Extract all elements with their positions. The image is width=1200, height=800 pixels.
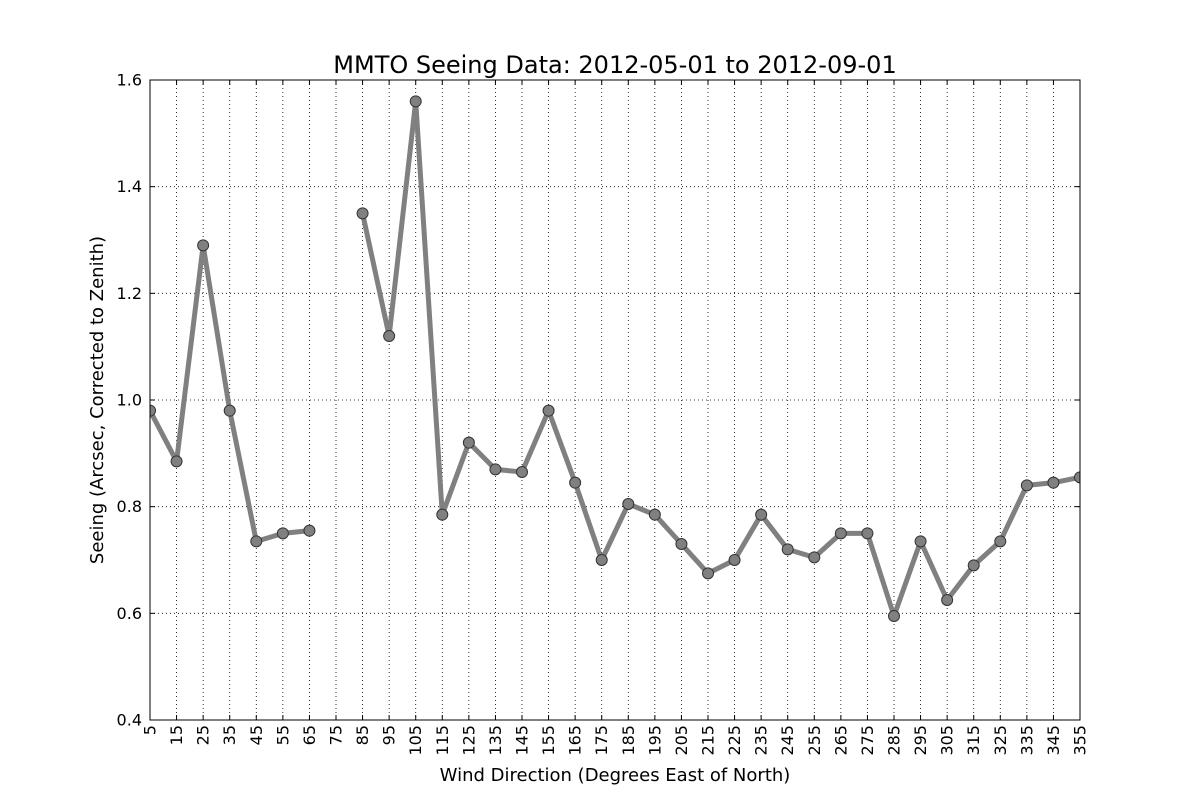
data-point bbox=[675, 538, 688, 550]
data-point bbox=[436, 508, 449, 521]
y-tick-label: 1.2 bbox=[117, 284, 142, 303]
data-point bbox=[967, 559, 980, 572]
x-tick-label: 285 bbox=[885, 725, 904, 756]
data-point bbox=[888, 610, 900, 622]
x-tick-label: 125 bbox=[459, 725, 478, 756]
x-tick-label: 335 bbox=[1017, 725, 1036, 756]
x-tick-label: 205 bbox=[672, 725, 691, 756]
data-point bbox=[303, 524, 316, 537]
data-point bbox=[170, 455, 183, 468]
data-point bbox=[356, 207, 369, 220]
x-tick-label: 165 bbox=[566, 725, 585, 756]
y-axis-label: Seeing (Arcsec, Corrected to Zenith) bbox=[87, 236, 108, 564]
x-tick-label: 45 bbox=[247, 725, 266, 745]
x-tick-label: 355 bbox=[1071, 725, 1090, 756]
x-tick-label: 235 bbox=[752, 725, 771, 756]
series-line bbox=[360, 98, 1080, 619]
data-point bbox=[941, 594, 954, 606]
data-point bbox=[150, 404, 156, 417]
x-tick-label: 25 bbox=[194, 725, 213, 745]
x-tick-label: 255 bbox=[805, 725, 824, 756]
x-tick-label: 155 bbox=[539, 725, 558, 756]
data-point bbox=[1020, 479, 1033, 492]
x-tick-label: 145 bbox=[513, 725, 532, 756]
y-tick-label: 0.6 bbox=[117, 604, 142, 623]
grid bbox=[149, 79, 1081, 721]
y-tick-label: 0.4 bbox=[117, 711, 142, 730]
x-tick-label: 315 bbox=[964, 725, 983, 756]
data-point bbox=[276, 527, 289, 540]
x-tick-label: 215 bbox=[699, 725, 718, 756]
chart-title: MMTO Seeing Data: 2012-05-01 to 2012-09-… bbox=[333, 51, 896, 79]
x-axis-label: Wind Direction (Degrees East of North) bbox=[440, 765, 791, 786]
data-point bbox=[755, 508, 768, 521]
data-point bbox=[702, 567, 714, 580]
x-tick-label: 55 bbox=[273, 725, 292, 745]
x-tick-label: 245 bbox=[778, 725, 797, 756]
series-group bbox=[150, 95, 1080, 622]
data-point bbox=[223, 404, 236, 417]
x-tick-label: 95 bbox=[380, 725, 399, 745]
x-tick-label: 345 bbox=[1044, 725, 1063, 756]
x-tick-label: 65 bbox=[300, 725, 319, 745]
data-point bbox=[834, 527, 847, 540]
data-point bbox=[1074, 471, 1080, 484]
data-point bbox=[781, 543, 794, 556]
ticks-group: 5 15 25 35 45 55 65 75 85 95 105 115 125 135 145 155 165… bbox=[117, 71, 1090, 756]
y-tick-label: 1.4 bbox=[117, 177, 142, 196]
data-point bbox=[383, 330, 396, 342]
data-point bbox=[808, 551, 821, 564]
data-point bbox=[516, 466, 528, 478]
x-tick-label: 175 bbox=[592, 725, 611, 756]
data-point bbox=[409, 95, 422, 108]
x-tick-label: 105 bbox=[406, 725, 425, 756]
data-point bbox=[489, 463, 502, 476]
x-tick-label: 185 bbox=[619, 725, 638, 756]
data-point bbox=[994, 535, 1007, 548]
data-point bbox=[914, 535, 927, 548]
x-tick-label: 135 bbox=[486, 725, 505, 756]
x-tick-label: 265 bbox=[831, 725, 850, 756]
x-tick-label: 295 bbox=[911, 725, 930, 756]
x-tick-label: 5 bbox=[141, 725, 160, 735]
x-tick-label: 225 bbox=[725, 725, 744, 756]
x-tick-label: 275 bbox=[858, 725, 877, 756]
data-point bbox=[648, 508, 661, 521]
data-point bbox=[542, 404, 555, 417]
x-tick-label: 85 bbox=[353, 725, 372, 745]
x-tick-label: 15 bbox=[167, 725, 186, 745]
y-tick-label: 0.8 bbox=[117, 497, 142, 516]
data-point bbox=[622, 498, 635, 510]
data-point bbox=[595, 554, 608, 566]
x-tick-label: 195 bbox=[645, 725, 664, 756]
x-tick-label: 35 bbox=[220, 725, 239, 745]
data-point bbox=[250, 535, 263, 548]
y-tick-label: 1.6 bbox=[117, 71, 142, 90]
data-point bbox=[1047, 476, 1060, 489]
data-point bbox=[728, 554, 741, 566]
x-tick-label: 305 bbox=[938, 725, 957, 756]
x-tick-label: 325 bbox=[991, 725, 1010, 756]
data-point bbox=[197, 239, 210, 252]
x-tick-label: 75 bbox=[327, 725, 346, 745]
y-tick-label: 1.0 bbox=[117, 391, 142, 410]
data-point bbox=[462, 436, 475, 449]
x-tick-label: 115 bbox=[433, 725, 452, 756]
data-point bbox=[861, 527, 874, 540]
data-point bbox=[569, 476, 582, 489]
